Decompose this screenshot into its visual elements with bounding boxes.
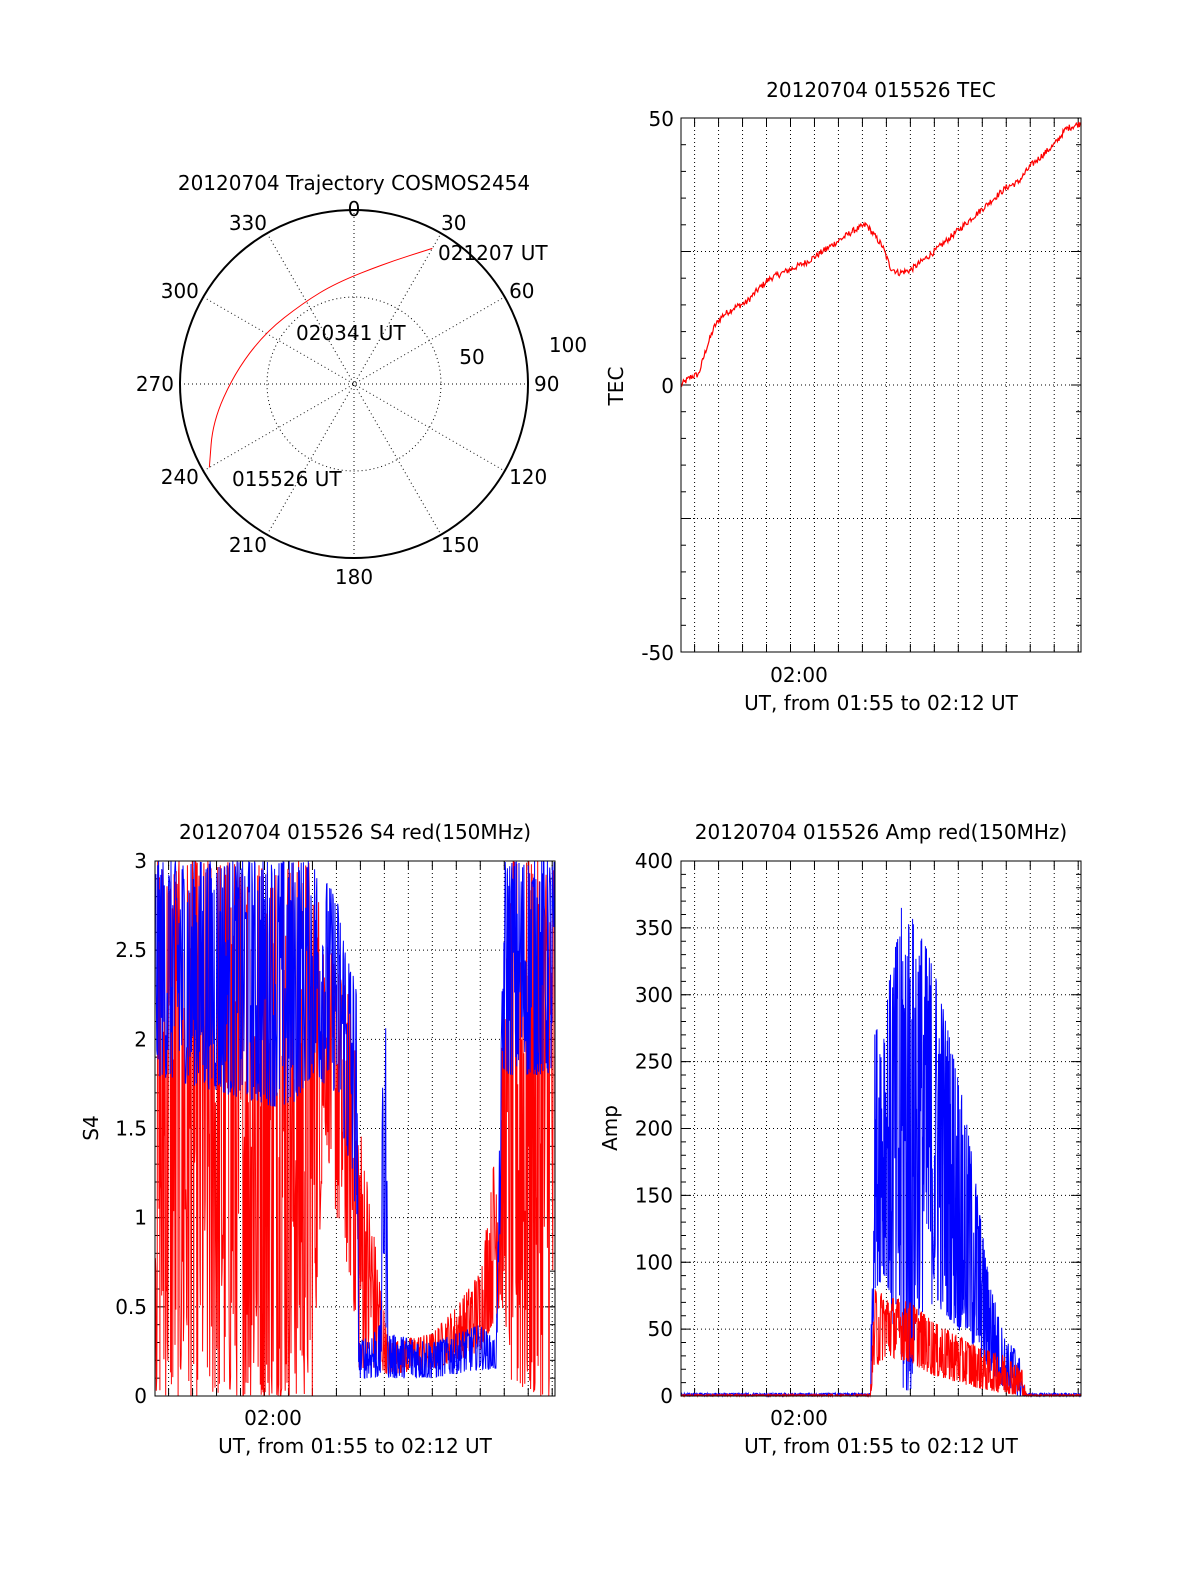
amp-red-series <box>680 1289 1082 1398</box>
polar-azimuth-label: 30 <box>441 211 466 235</box>
y-tick-label: 300 <box>635 983 673 1007</box>
polar-azimuth-label: 120 <box>509 465 547 489</box>
y-tick-label: 1 <box>134 1206 147 1230</box>
polar-annotation-mid: 020341 UT <box>296 321 406 345</box>
tec-plot: 20120704 015526 TEC TEC UT, from 01:55 t… <box>604 78 1082 715</box>
polar-azimuth-label: 270 <box>136 372 174 396</box>
amp-title: 20120704 015526 Amp red(150MHz) <box>695 820 1067 844</box>
amp-plot: 20120704 015526 Amp red(150MHz) Amp UT, … <box>598 820 1082 1458</box>
y-tick-label: 3 <box>134 849 147 873</box>
s4-blue-series <box>154 860 556 1379</box>
tec-grid <box>681 118 1081 652</box>
y-tick-label: 100 <box>635 1250 673 1274</box>
amp-ytick-labels: 400 350 300 250 200 150 100 50 0 <box>635 849 673 1408</box>
tec-xlabel: UT, from 01:55 to 02:12 UT <box>744 691 1019 715</box>
polar-trajectory-line <box>208 247 433 468</box>
s4-xlabel: UT, from 01:55 to 02:12 UT <box>218 1434 493 1458</box>
s4-xtick-label: 02:00 <box>244 1406 302 1430</box>
s4-ylabel: S4 <box>79 1115 103 1140</box>
polar-title: 20120704 Trajectory COSMOS2454 <box>178 171 530 195</box>
tec-xtick-label: 02:00 <box>770 663 828 687</box>
y-tick-label: 400 <box>635 849 673 873</box>
polar-plot: 20120704 Trajectory COSMOS2454 0 30 60 90 12… <box>136 171 587 589</box>
y-tick-label: 200 <box>635 1117 673 1141</box>
y-tick-label: 0 <box>660 1384 673 1408</box>
polar-elevation-label: 100 <box>549 333 587 357</box>
tec-title: 20120704 015526 TEC <box>766 78 996 102</box>
polar-annotation-start: 015526 UT <box>232 467 342 491</box>
tec-ylabel: TEC <box>604 367 628 407</box>
polar-elevation-label: 50 <box>459 345 484 369</box>
amp-xlabel: UT, from 01:55 to 02:12 UT <box>744 1434 1019 1458</box>
amp-series <box>680 907 1082 1398</box>
s4-red-series <box>154 860 556 1397</box>
y-tick-label: 50 <box>648 1317 673 1341</box>
polar-azimuth-label: 210 <box>229 533 267 557</box>
y-tick-label: 1.5 <box>115 1117 147 1141</box>
y-tick-label: 2 <box>134 1027 147 1051</box>
y-tick-label: 350 <box>635 916 673 940</box>
s4-ytick-labels: 3 2.5 2 1.5 1 0.5 0 <box>115 849 147 1408</box>
polar-azimuth-label: 60 <box>509 279 534 303</box>
s4-series <box>154 860 556 1397</box>
polar-azimuth-label: 180 <box>335 565 373 589</box>
polar-azimuth-labels: 0 30 60 90 120 150 180 210 240 270 300 330 <box>136 197 560 589</box>
amp-xtick-label: 02:00 <box>770 1406 828 1430</box>
y-tick-label: 150 <box>635 1183 673 1207</box>
polar-annotation-end: 021207 UT <box>438 241 548 265</box>
polar-azimuth-label: 240 <box>161 465 199 489</box>
tec-series-line <box>680 121 1082 388</box>
polar-azimuth-label: 330 <box>229 211 267 235</box>
tec-ytick-label: 50 <box>649 107 674 131</box>
polar-azimuth-label: 150 <box>441 533 479 557</box>
amp-blue-series <box>680 907 1082 1398</box>
polar-azimuth-label: 0 <box>348 197 361 221</box>
y-tick-label: 0.5 <box>115 1295 147 1319</box>
s4-plot: 20120704 015526 S4 red(150MHz) S4 UT, fr… <box>79 820 556 1458</box>
s4-title: 20120704 015526 S4 red(150MHz) <box>179 820 531 844</box>
amp-frame <box>680 860 1082 1397</box>
s4-frame <box>154 860 556 1397</box>
y-tick-label: 2.5 <box>115 938 147 962</box>
tec-ytick-label: -50 <box>641 641 674 665</box>
polar-azimuth-label: 90 <box>534 372 559 396</box>
tec-ytick-label: 0 <box>661 374 674 398</box>
y-tick-label: 250 <box>635 1050 673 1074</box>
tec-frame <box>680 117 1082 653</box>
y-tick-label: 0 <box>134 1384 147 1408</box>
polar-azimuth-label: 300 <box>161 279 199 303</box>
amp-ylabel: Amp <box>598 1105 622 1151</box>
